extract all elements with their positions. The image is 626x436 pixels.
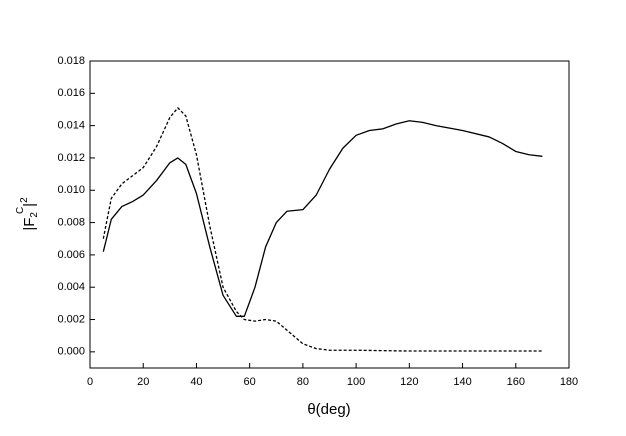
x-tick-label: 100	[347, 376, 365, 388]
x-tick-label: 80	[297, 376, 309, 388]
x-tick-label: 120	[400, 376, 418, 388]
y-title-sup: C	[15, 207, 26, 214]
y-tick-label: 0.016	[57, 87, 85, 99]
plot-frame	[89, 60, 570, 369]
line-series	[102, 107, 543, 352]
y-tick-label: 0.012	[57, 152, 85, 164]
y-tick-label: 0.018	[57, 55, 85, 67]
x-tick-label: 20	[137, 376, 149, 388]
x-tick-label: 60	[244, 376, 256, 388]
x-tick-label: 160	[507, 376, 525, 388]
y-tick-label: 0.010	[57, 184, 85, 196]
y-title-close: |	[21, 203, 38, 207]
y-tick-label: 0.002	[57, 313, 85, 325]
line-series	[102, 120, 543, 317]
y-tick-label: 0.000	[57, 346, 85, 358]
y-tick-label: 0.006	[57, 249, 85, 261]
x-tick-label: 40	[190, 376, 202, 388]
x-tick-label: 140	[453, 376, 471, 388]
y-tick-label: 0.014	[57, 120, 85, 132]
y-axis-title: |F2C|2	[15, 197, 40, 231]
x-tick-label: 0	[87, 376, 93, 388]
y-title-base: |F	[21, 218, 38, 231]
y-tick-label: 0.008	[57, 216, 85, 228]
y-tick-label: 0.004	[57, 281, 85, 293]
x-axis-title: θ(deg)	[307, 401, 350, 418]
y-title-sub: 2	[29, 212, 40, 218]
x-tick-label: 180	[560, 376, 578, 388]
y-title-power: 2	[19, 197, 30, 203]
